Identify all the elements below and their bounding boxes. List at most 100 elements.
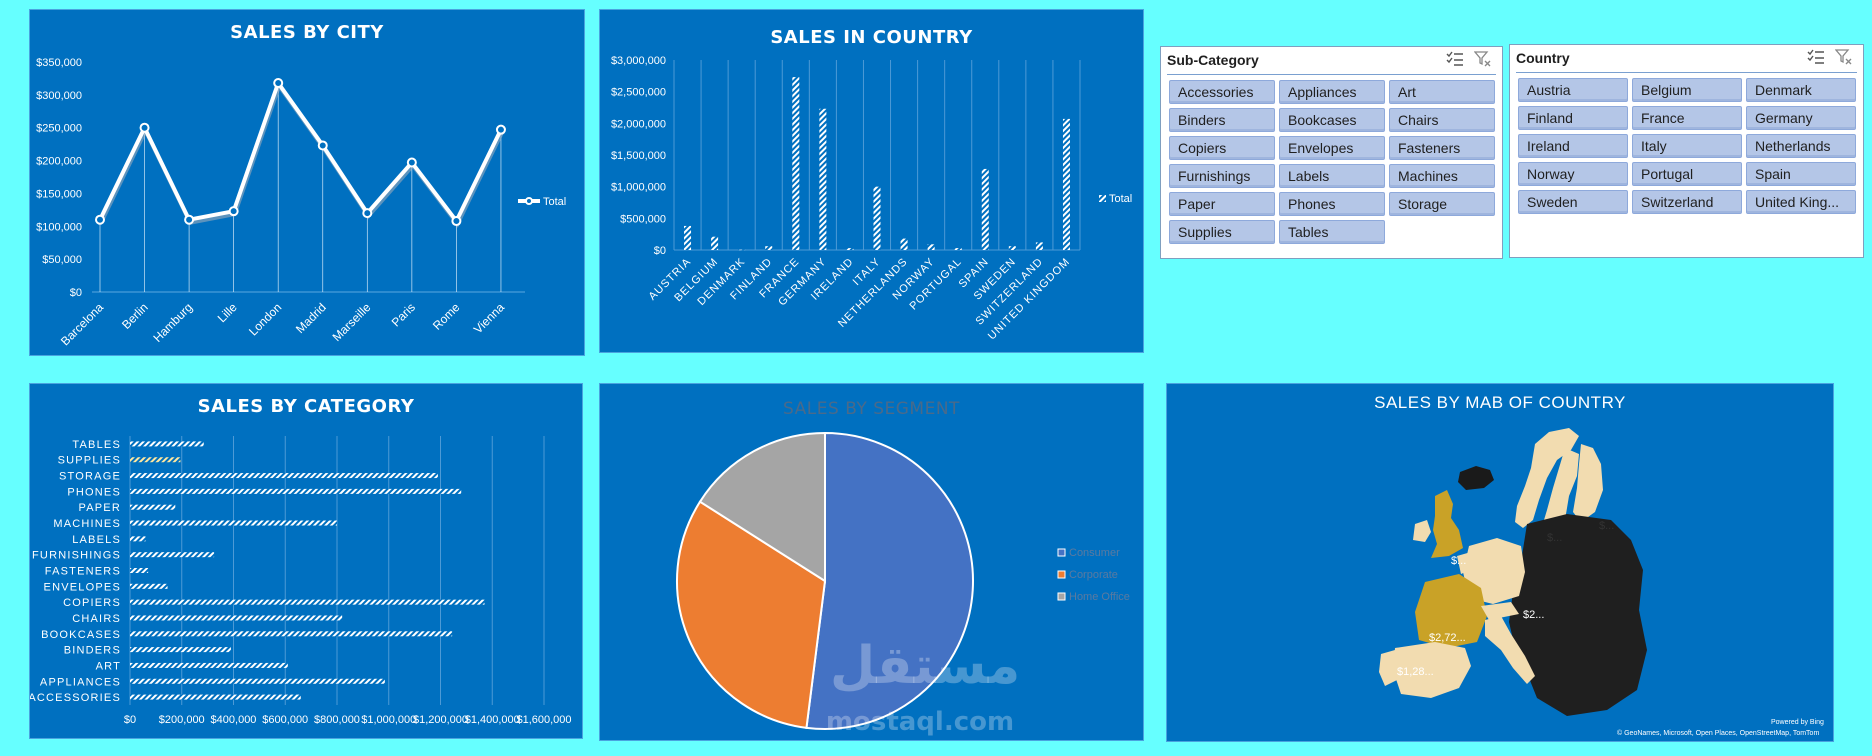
subcategory-slicer-item[interactable]: Appliances: [1279, 80, 1385, 104]
map-label-france: $2,72...: [1429, 632, 1466, 644]
y-tick-label: SUPPLIES: [58, 455, 121, 467]
sales-by-city-title: SALES BY CITY: [230, 22, 384, 43]
bar: [130, 647, 231, 653]
legend-label: Home Office: [1069, 591, 1130, 603]
iceland-shape: [1458, 466, 1494, 490]
subcategory-slicer-item[interactable]: Phones: [1279, 192, 1385, 216]
subcategory-slicer-item[interactable]: Copiers: [1169, 136, 1275, 160]
y-tick-label: PHONES: [67, 486, 121, 498]
country-slicer-item[interactable]: Denmark: [1746, 78, 1856, 102]
sales-in-country-title: SALES IN COUNTRY: [770, 27, 973, 48]
subcategory-slicer-item[interactable]: Tables: [1279, 220, 1385, 244]
subcategory-slicer-item[interactable]: Machines: [1389, 164, 1495, 188]
y-tick-label: $250,000: [36, 123, 82, 135]
bar: [130, 662, 288, 668]
ireland-shape: [1413, 520, 1431, 542]
country-slicer-item[interactable]: Ireland: [1518, 134, 1628, 158]
country-slicer-item[interactable]: Germany: [1746, 106, 1856, 130]
clear-filter-icon[interactable]: [1835, 49, 1853, 65]
x-tick-label: $1,200,000: [413, 714, 468, 726]
y-tick-label: APPLIANCES: [40, 676, 121, 688]
bar: [130, 473, 438, 479]
subcategory-slicer-item[interactable]: Storage: [1389, 192, 1495, 216]
country-slicer-item[interactable]: France: [1632, 106, 1742, 130]
france-shape: [1415, 574, 1487, 648]
legend-marker: [525, 197, 533, 205]
y-tick-label: TABLES: [72, 439, 121, 451]
y-tick-label: FURNISHINGS: [32, 550, 121, 562]
y-tick-label: BOOKCASES: [41, 629, 121, 641]
data-point: [495, 124, 506, 135]
y-tick-label: $200,000: [36, 156, 82, 168]
pie-slice: [698, 431, 826, 583]
benelux-shape: [1457, 552, 1475, 574]
bar: [130, 568, 149, 573]
country-slicer-item[interactable]: Finland: [1518, 106, 1628, 130]
bar: [819, 108, 827, 251]
legend-label: Corporate: [1069, 569, 1118, 581]
sales-in-country-chart: $0 $500,000 $1,000,000 $1,500,000 $2,000,000…: [611, 55, 1132, 342]
map-credit-2: © GeoNames, Microsoft, Open Places, Open…: [1617, 729, 1819, 737]
country-slicer-header: Country: [1516, 50, 1570, 66]
subcategory-slicer-item[interactable]: Chairs: [1389, 108, 1495, 132]
subcategory-slicer-item[interactable]: Fasteners: [1389, 136, 1495, 160]
bar: [1008, 246, 1016, 250]
bar: [711, 236, 719, 250]
map-label-spain: $1,28...: [1397, 666, 1434, 678]
data-point: [362, 208, 373, 219]
country-slicer-item[interactable]: Netherlands: [1746, 134, 1856, 158]
bar: [846, 248, 854, 250]
watermark-arabic: مستقل: [830, 636, 1021, 696]
x-tick-label: $800,000: [314, 714, 360, 726]
bar: [130, 441, 204, 447]
y-tick-label: ENVELOPES: [44, 581, 121, 593]
country-slicer-item[interactable]: Norway: [1518, 162, 1628, 186]
subcategory-slicer-item[interactable]: Bookcases: [1279, 108, 1385, 132]
pie-slice: [805, 431, 974, 730]
country-slicer-item[interactable]: Spain: [1746, 162, 1856, 186]
x-tick-label: Barcelona: [58, 300, 106, 348]
y-tick-label: CHAIRS: [72, 613, 121, 625]
y-tick-label: $300,000: [36, 90, 82, 102]
x-tick-label: Vienna: [471, 300, 507, 336]
subcategory-slicer-item[interactable]: Supplies: [1169, 220, 1275, 244]
eastern-europe-shape: [1509, 514, 1647, 716]
europe-map[interactable]: $2,72... $1,28... $2... $... $... $... P…: [1167, 384, 1835, 743]
country-slicer-item[interactable]: Belgium: [1632, 78, 1742, 102]
country-slicer-item[interactable]: Switzerland: [1632, 190, 1742, 214]
country-slicer-items: Austria Belgium Denmark Finland France German…: [1518, 78, 1856, 214]
bar: [873, 186, 881, 250]
country-slicer-item[interactable]: Portugal: [1632, 162, 1742, 186]
country-slicer-item[interactable]: Italy: [1632, 134, 1742, 158]
subcategory-slicer-item[interactable]: Paper: [1169, 192, 1275, 216]
subcategory-slicer-item[interactable]: Binders: [1169, 108, 1275, 132]
x-tick-label: $1,400,000: [465, 714, 520, 726]
clear-filter-icon[interactable]: [1474, 51, 1492, 67]
data-point: [317, 140, 328, 151]
x-tick-label: Rome: [430, 300, 463, 333]
y-tick-label: $3,000,000: [611, 55, 666, 67]
sales-by-city-panel: SALES BY CITY $0 $50,000 $100,000 $150,000 $…: [29, 9, 585, 356]
x-tick-label: Marseille: [330, 300, 374, 344]
y-tick-label: $150,000: [36, 188, 82, 200]
y-tick-label: $350,000: [36, 57, 82, 69]
legend-label: Total: [543, 196, 566, 208]
legend-swatch: [1099, 195, 1106, 202]
bar: [684, 225, 692, 250]
series-line-total: [98, 81, 503, 224]
multi-select-icon[interactable]: [1807, 49, 1825, 65]
country-slicer-item[interactable]: United King...: [1746, 190, 1856, 214]
bar: [765, 246, 773, 250]
bar: [1062, 118, 1070, 251]
multi-select-icon[interactable]: [1446, 51, 1464, 67]
country-slicer-item[interactable]: Austria: [1518, 78, 1628, 102]
x-tick-label: Lille: [215, 300, 240, 325]
bar: [130, 488, 462, 494]
subcategory-slicer-item[interactable]: Art: [1389, 80, 1495, 104]
subcategory-slicer-item[interactable]: Furnishings: [1169, 164, 1275, 188]
data-point: [139, 122, 150, 133]
country-slicer-item[interactable]: Sweden: [1518, 190, 1628, 214]
subcategory-slicer-item[interactable]: Envelopes: [1279, 136, 1385, 160]
subcategory-slicer-item[interactable]: Accessories: [1169, 80, 1275, 104]
subcategory-slicer-item[interactable]: Labels: [1279, 164, 1385, 188]
